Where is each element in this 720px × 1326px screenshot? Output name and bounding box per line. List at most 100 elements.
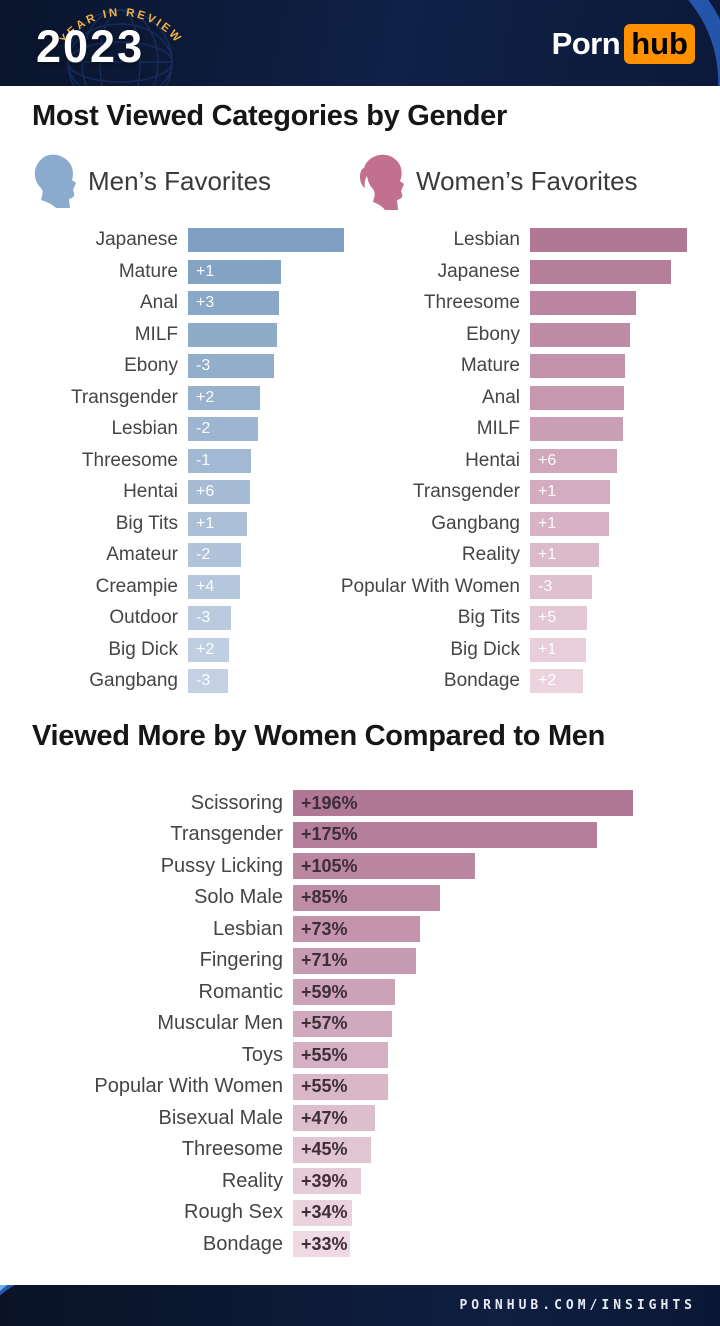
- chart-row: Gangbang +1: [300, 511, 687, 536]
- chart-row: Bondage +2: [300, 669, 687, 693]
- chart-row: Big Tits +1: [0, 511, 344, 536]
- rank-change-badge: -3: [196, 609, 211, 626]
- category-bar: +33%: [293, 1231, 350, 1257]
- percent-label: +45%: [301, 1139, 348, 1159]
- category-bar: +1: [530, 637, 586, 662]
- rank-change-badge: +2: [196, 388, 215, 406]
- decorative-arcs: [688, 0, 720, 86]
- rank-change-badge: +3: [196, 294, 215, 311]
- percent-label: +85%: [301, 887, 348, 907]
- category-label: Bondage: [202, 1232, 283, 1255]
- category-label: Big Dick: [450, 638, 520, 660]
- percent-label: +47%: [301, 1107, 348, 1128]
- category-bar: +39%: [293, 1168, 361, 1194]
- chart-row: Anal +3: [0, 291, 344, 315]
- category-label: Lesbian: [453, 229, 520, 250]
- rank-change-badge: +6: [196, 483, 215, 500]
- category-label: Big Tits: [457, 607, 520, 628]
- category-label: Gangbang: [431, 512, 520, 534]
- category-label: Popular With Women: [340, 575, 520, 597]
- chart-row: Threesome -1: [0, 448, 344, 473]
- category-bar: +45%: [293, 1136, 371, 1163]
- male-silhouette-icon: [34, 154, 76, 208]
- category-bar: -3: [188, 354, 274, 378]
- chart-row: Popular With Women -3: [300, 574, 687, 599]
- chart-row: Lesbian: [300, 228, 687, 252]
- rank-change-badge: -1: [196, 451, 211, 469]
- chart-row: Rough Sex +34%: [0, 1199, 633, 1226]
- chart-row: Lesbian +73%: [0, 916, 633, 942]
- category-label: Rough Sex: [184, 1201, 283, 1223]
- chart-row: Ebony -3: [0, 354, 344, 378]
- percent-label: +34%: [301, 1202, 348, 1222]
- percent-label: +57%: [301, 1013, 348, 1033]
- category-label: Big Dick: [108, 638, 178, 660]
- rank-change-badge: +1: [538, 546, 557, 563]
- category-bar: +85%: [293, 884, 440, 911]
- category-label: Lesbian: [111, 418, 178, 439]
- category-bar: +175%: [293, 821, 597, 848]
- category-bar: +196%: [293, 790, 633, 816]
- category-label: Hentai: [123, 481, 178, 502]
- womens-favorites-chart: Lesbian Japanese Threesome Ebony: [300, 228, 687, 693]
- percent-label: +59%: [301, 981, 348, 1002]
- chart-row: Muscular Men +57%: [0, 1010, 633, 1037]
- category-bar: +6: [188, 480, 250, 504]
- chart-row: Hentai +6: [0, 480, 344, 504]
- percent-label: +73%: [301, 918, 348, 939]
- category-bar: +55%: [293, 1073, 388, 1100]
- category-label: Toys: [241, 1043, 283, 1066]
- category-bar: +1: [188, 259, 281, 284]
- category-bar: -3: [188, 669, 228, 693]
- year-in-review-arc: YEAR IN REVIEW: [58, 7, 182, 46]
- category-label: Bisexual Male: [158, 1106, 283, 1129]
- logo-hub-text: hub: [624, 24, 695, 64]
- category-label: Pussy Licking: [160, 854, 283, 877]
- rank-change-badge: +2: [196, 640, 215, 658]
- chart-row: Transgender +1: [300, 480, 687, 504]
- category-label: Japanese: [437, 260, 520, 282]
- category-bar: +2: [530, 669, 583, 693]
- category-label: Mature: [118, 260, 178, 282]
- category-bar: +1: [530, 480, 610, 504]
- category-bar: -1: [188, 448, 251, 473]
- globe-wireframe-icon: [67, 9, 173, 86]
- chart-row: Pussy Licking +105%: [0, 853, 633, 879]
- category-bar: +1: [188, 511, 247, 536]
- category-label: Anal: [481, 386, 520, 408]
- chart-row: Mature: [300, 354, 687, 378]
- percent-label: +55%: [301, 1076, 348, 1096]
- rank-change-badge: +1: [538, 514, 557, 532]
- category-bar: [530, 417, 623, 441]
- category-bar: +55%: [293, 1042, 388, 1068]
- category-label: Muscular Men: [157, 1012, 283, 1034]
- category-bar: +1: [530, 543, 599, 567]
- category-bar: +5: [530, 606, 587, 630]
- category-label: Outdoor: [109, 607, 178, 628]
- chart-row: Ebony: [300, 322, 687, 347]
- mens-favorites-chart: Japanese Mature +1 Anal +3 MILF Eb: [0, 228, 344, 693]
- chart-row: Transgender +175%: [0, 821, 633, 848]
- chart-row: Reality +39%: [0, 1168, 633, 1194]
- female-silhouette-icon: [360, 154, 404, 210]
- category-label: Threesome: [423, 292, 520, 313]
- rank-change-badge: +1: [196, 514, 215, 532]
- chart-row: Anal: [300, 385, 687, 410]
- rank-change-badge: +2: [538, 672, 557, 689]
- category-label: Solo Male: [194, 886, 283, 908]
- chart-row: Mature +1: [0, 259, 344, 284]
- category-bar: [530, 385, 624, 410]
- category-label: Transgender: [412, 481, 520, 502]
- rank-change-badge: -3: [538, 577, 553, 595]
- category-bar: +59%: [293, 979, 395, 1005]
- womens-column-header: Women’s Favorites: [360, 152, 638, 210]
- category-label: Threesome: [181, 1138, 283, 1160]
- category-label: Transgender: [70, 386, 178, 408]
- header-banner: YEAR IN REVIEW 2023 Porn hub: [0, 0, 720, 86]
- category-label: Reality: [221, 1169, 283, 1192]
- rank-change-badge: -2: [196, 546, 211, 563]
- category-bar: +4: [188, 574, 240, 599]
- category-label: Anal: [139, 292, 178, 313]
- chart-row: Japanese: [0, 228, 344, 252]
